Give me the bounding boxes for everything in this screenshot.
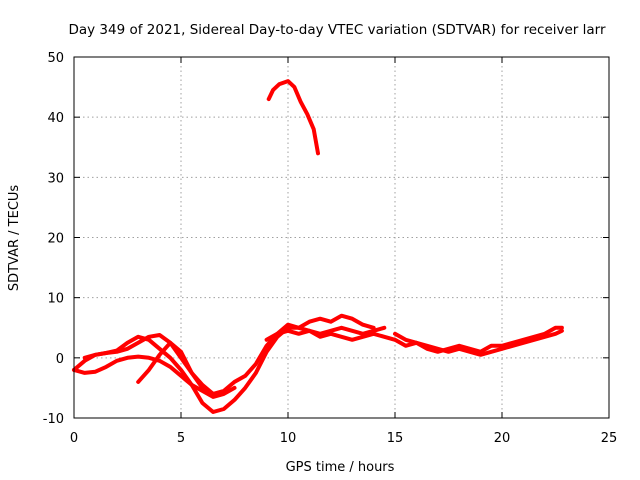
x-tick-label: 5: [177, 431, 185, 446]
series-line-arc-6: [393, 325, 564, 354]
chart-title: Day 349 of 2021, Sidereal Day-to-day VTE…: [68, 22, 606, 38]
y-tick-label: 0: [56, 352, 64, 367]
axis-ticks: 0 5 10 15 20 25 -10 0 10 20 30 40 50: [43, 51, 618, 446]
grid: [74, 57, 609, 418]
x-tick-label: 20: [494, 431, 511, 446]
y-tick-label: 20: [47, 232, 64, 247]
series-line-arc-7: [266, 79, 320, 156]
series-line-arc-3: [82, 325, 387, 414]
x-tick-label: 10: [280, 431, 297, 446]
x-tick-label: 15: [387, 431, 404, 446]
x-tick-label: 25: [601, 431, 618, 446]
y-tick-label: 50: [47, 51, 64, 66]
x-axis-label: GPS time / hours: [286, 460, 395, 475]
y-axis-label: SDTVAR / TECUs: [7, 185, 22, 292]
series-line-arc-4: [136, 313, 376, 396]
y-tick-label: -10: [43, 412, 64, 427]
y-tick-label: 10: [47, 292, 64, 307]
y-tick-label: 40: [47, 111, 64, 126]
x-tick-label: 0: [70, 431, 78, 446]
y-tick-label: 30: [47, 171, 64, 186]
series-group: [72, 79, 564, 414]
